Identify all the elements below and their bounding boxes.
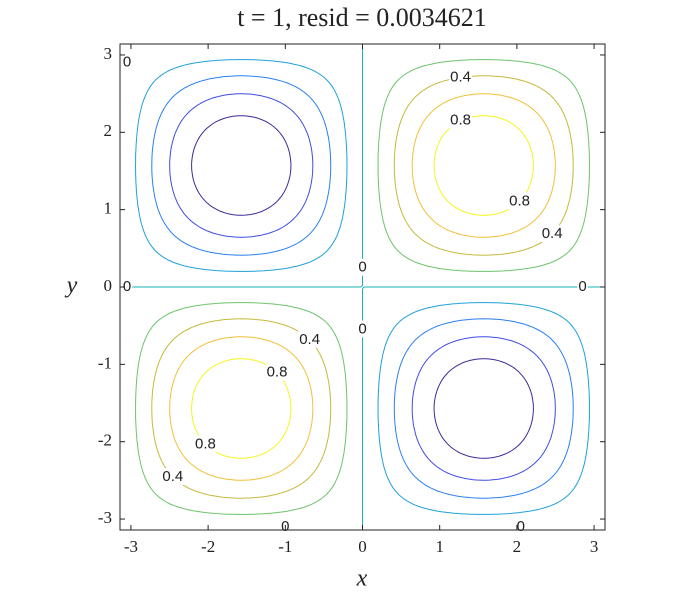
contour-label-bg: [449, 68, 473, 86]
x-axis-label: x: [356, 566, 368, 592]
y-tick-label: 1: [104, 199, 113, 218]
y-axis-label: y: [65, 273, 78, 299]
contour-label: 0.4: [542, 225, 563, 242]
contour-label: 0.8: [450, 112, 471, 129]
contour-line: [120, 44, 605, 530]
y-tick-label: 3: [104, 44, 113, 63]
contour-line: [135, 59, 590, 515]
x-tick-label: 0: [358, 537, 367, 556]
contour-label: 0.8: [195, 435, 216, 452]
contour-line: [169, 93, 556, 481]
contour-label: 0.4: [450, 68, 471, 85]
contour-label: 0.4: [162, 468, 183, 485]
contour-label-bg: [540, 225, 564, 243]
contour-label: 0.8: [509, 192, 530, 209]
contour-line: [151, 75, 574, 499]
contour-label: 0: [123, 54, 131, 71]
contour-label: 0: [358, 259, 366, 276]
y-tick-label: 0: [104, 276, 113, 295]
contour-label-bg: [577, 277, 588, 295]
contour-label: 0: [517, 518, 525, 535]
contour-label-bg: [194, 435, 217, 453]
contour-label-bg: [357, 258, 368, 276]
contour-label-bg: [449, 111, 473, 129]
contour-label-bg: [121, 53, 133, 71]
contour-label: 0.4: [299, 331, 320, 348]
contour-label-bg: [265, 363, 289, 381]
contour-line: [169, 93, 556, 481]
contour-line: [135, 59, 590, 515]
contour-label-bg: [121, 277, 133, 295]
x-tick-label: 1: [435, 537, 444, 556]
contour-line: [191, 115, 534, 459]
y-tick-label: -3: [98, 508, 112, 527]
chart-title: t = 1, resid = 0.0034621: [237, 3, 487, 32]
contour-label: 0: [358, 321, 366, 338]
contour-label-bg: [515, 517, 526, 535]
contour-lines: [120, 44, 605, 530]
y-tick-label: 2: [104, 121, 113, 140]
contour-label-bg: [508, 192, 531, 210]
y-tick-label: -1: [98, 353, 112, 372]
contour-label: 0: [123, 278, 131, 295]
contour-label-bg: [357, 320, 368, 338]
contour-label: 0.8: [267, 364, 288, 381]
x-tick-label: -1: [278, 537, 292, 556]
x-tick-label: -2: [201, 537, 215, 556]
x-tick-label: -3: [124, 537, 138, 556]
x-tick-label: 3: [590, 537, 599, 556]
x-tick-label: 2: [513, 537, 522, 556]
y-tick-label: -2: [98, 431, 112, 450]
contour-label: 0: [578, 278, 586, 295]
contour-label-bg: [161, 468, 185, 486]
contour-label-bg: [298, 330, 322, 348]
